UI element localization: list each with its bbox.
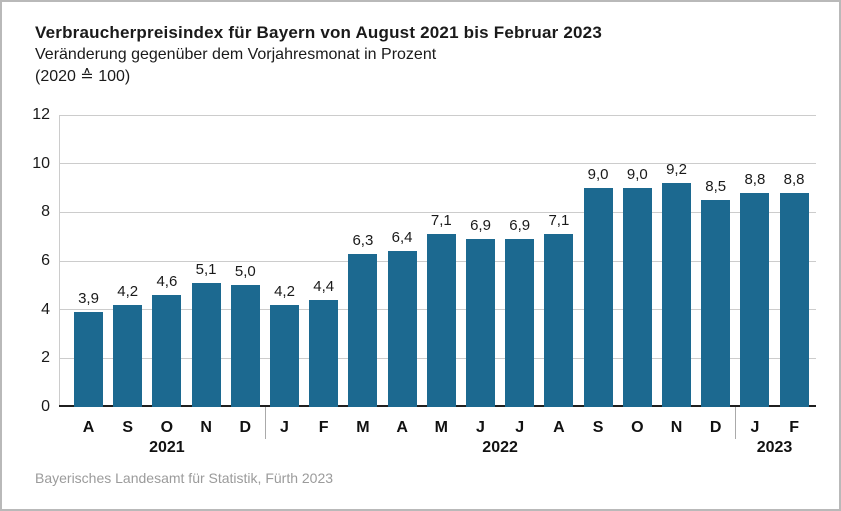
x-axis-month-label: M <box>434 419 448 436</box>
y-gridline <box>59 114 816 116</box>
bar-value-label: 9,0 <box>626 166 648 183</box>
y-axis-tick-label: 0 <box>41 398 50 415</box>
bar-value-label: 9,0 <box>587 166 609 183</box>
bar <box>309 299 339 407</box>
x-axis-month-label: A <box>82 419 95 436</box>
y-axis-tick-label: 2 <box>41 349 50 367</box>
bar-value-label: 5,1 <box>195 260 217 278</box>
x-axis-year-label: 2022 <box>482 439 518 456</box>
bar <box>544 234 574 407</box>
year-separator-line <box>735 407 737 439</box>
chart-subtitle: Veränderung gegenüber dem Vorjahresmonat… <box>35 46 437 63</box>
bar-value-label: 3,9 <box>78 290 99 308</box>
y-axis-tick-label: 10 <box>32 154 50 172</box>
bar-value-label: 5,0 <box>234 263 256 281</box>
bar <box>348 253 378 407</box>
bar-value-label: 4,6 <box>156 273 178 291</box>
bar-value-label: 4,4 <box>313 277 335 295</box>
x-axis-month-label: J <box>476 419 485 436</box>
bar <box>466 239 495 407</box>
y-axis-tick-label: 12 <box>32 106 50 123</box>
x-axis-month-label: F <box>789 419 799 436</box>
year-separator-line <box>264 407 266 439</box>
x-axis-month-label: J <box>280 419 289 436</box>
x-axis-month-label: A <box>553 419 565 436</box>
chart-title: Verbraucherpreisindex für Bayern von Aug… <box>35 23 602 42</box>
bar-value-label: 7,1 <box>548 212 570 230</box>
bar-value-label: 4,2 <box>274 282 295 300</box>
x-axis-month-label: N <box>670 419 683 436</box>
bar-value-label: 9,2 <box>666 161 687 179</box>
bar <box>662 183 691 407</box>
bar-value-label: 6,9 <box>470 217 491 235</box>
x-axis-month-label: D <box>709 419 722 436</box>
bar <box>152 295 182 407</box>
bar-value-label: 6,9 <box>509 217 531 235</box>
chart-header: Verbraucherpreisindex für Bayern von Aug… <box>35 22 602 88</box>
x-axis-month-label: D <box>239 419 252 436</box>
bar <box>779 192 809 407</box>
x-axis-month-label: F <box>318 419 329 436</box>
x-axis-month-label: O <box>631 419 644 436</box>
bar-value-label: 6,3 <box>352 231 374 249</box>
x-axis-month-label: S <box>122 419 134 436</box>
x-axis-year-label: 2023 <box>756 439 793 456</box>
y-gridline <box>59 211 816 213</box>
bar <box>622 188 652 407</box>
x-axis-month-label: J <box>750 419 760 436</box>
bar-value-label: 7,1 <box>430 212 452 230</box>
bar-value-label: 6,4 <box>391 229 413 247</box>
x-axis-month-label: M <box>356 419 370 436</box>
bar <box>740 192 770 407</box>
x-axis-year-label: 2021 <box>149 439 185 456</box>
bar-value-label: 8,5 <box>705 178 727 196</box>
bar <box>505 239 535 407</box>
x-axis-month-label: O <box>160 419 174 436</box>
bar <box>583 188 613 407</box>
bar-value-label: 8,8 <box>783 170 805 188</box>
y-gridline <box>59 163 816 165</box>
x-axis-month-label: S <box>592 419 604 436</box>
bar <box>387 251 417 407</box>
bar-value-label: 8,8 <box>744 170 766 188</box>
bar <box>270 304 299 407</box>
bar <box>113 304 143 407</box>
bar-value-label: 4,2 <box>117 282 139 300</box>
bar <box>426 234 456 407</box>
source-text: Bayerisches Landesamt für Statistik, Für… <box>35 470 334 486</box>
y-axis-line <box>59 115 60 407</box>
bar <box>191 282 221 407</box>
y-axis-tick-label: 6 <box>41 252 50 269</box>
y-axis-tick-label: 4 <box>41 300 50 318</box>
chart-base-note: (2020 ≙ 100) <box>35 68 131 85</box>
y-axis-tick-label: 8 <box>41 203 50 221</box>
x-axis-month-label: N <box>200 419 212 436</box>
x-axis-month-label: A <box>396 419 408 436</box>
bar <box>701 200 731 407</box>
x-axis-month-label: J <box>515 419 525 436</box>
bar <box>230 285 260 407</box>
bar <box>74 312 103 407</box>
